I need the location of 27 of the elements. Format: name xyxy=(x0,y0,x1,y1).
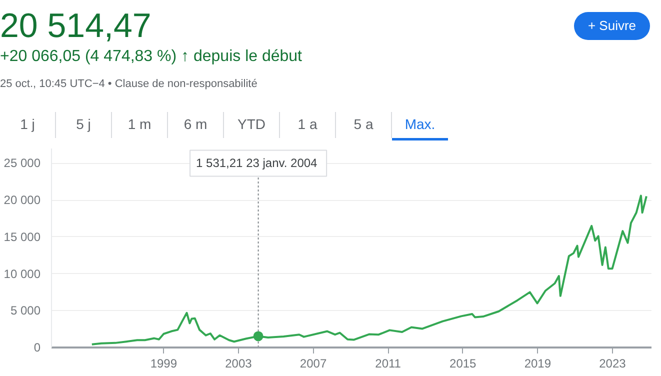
y-tick-label: 10 000 xyxy=(4,266,41,281)
y-tick-label: 25 000 xyxy=(4,156,41,170)
x-tick-label: 2011 xyxy=(375,356,402,370)
text: 5 j xyxy=(56,112,112,138)
text: 1 j xyxy=(0,112,56,138)
line-series xyxy=(90,194,648,346)
y-tick-label: 20 000 xyxy=(4,193,41,208)
y-tick-label: 0 xyxy=(34,340,41,354)
text: 6 m xyxy=(168,112,224,138)
x-tick-label: 1999 xyxy=(150,356,178,370)
text: 1 m xyxy=(112,112,168,138)
x-tick-label: 2015 xyxy=(450,356,477,370)
y-tick-label: 15 000 xyxy=(4,230,41,244)
text: 1 a xyxy=(280,112,336,138)
ref-line-label: 1 531,21 23 janv. 2004 xyxy=(196,156,318,170)
chart-subtitle: +20 066,05 (4 474,83 %) ↑ depuis le début xyxy=(0,47,302,67)
x-tick-label: 2023 xyxy=(599,356,626,370)
x-tick-label: 2007 xyxy=(300,356,327,370)
x-tick-label: 2003 xyxy=(225,356,252,370)
text: YTD xyxy=(224,112,280,138)
x-tick-label: 2019 xyxy=(524,356,552,370)
y-tick-label: 5 000 xyxy=(10,304,41,318)
chart-title: 20 514,47 xyxy=(0,7,152,45)
text: 25 oct., 10:45 UTC−4 • Clause de non-responsabilité xyxy=(0,77,258,92)
text: Max. xyxy=(392,112,448,141)
text: + Suivre xyxy=(574,12,650,40)
text: 5 a xyxy=(336,112,392,138)
